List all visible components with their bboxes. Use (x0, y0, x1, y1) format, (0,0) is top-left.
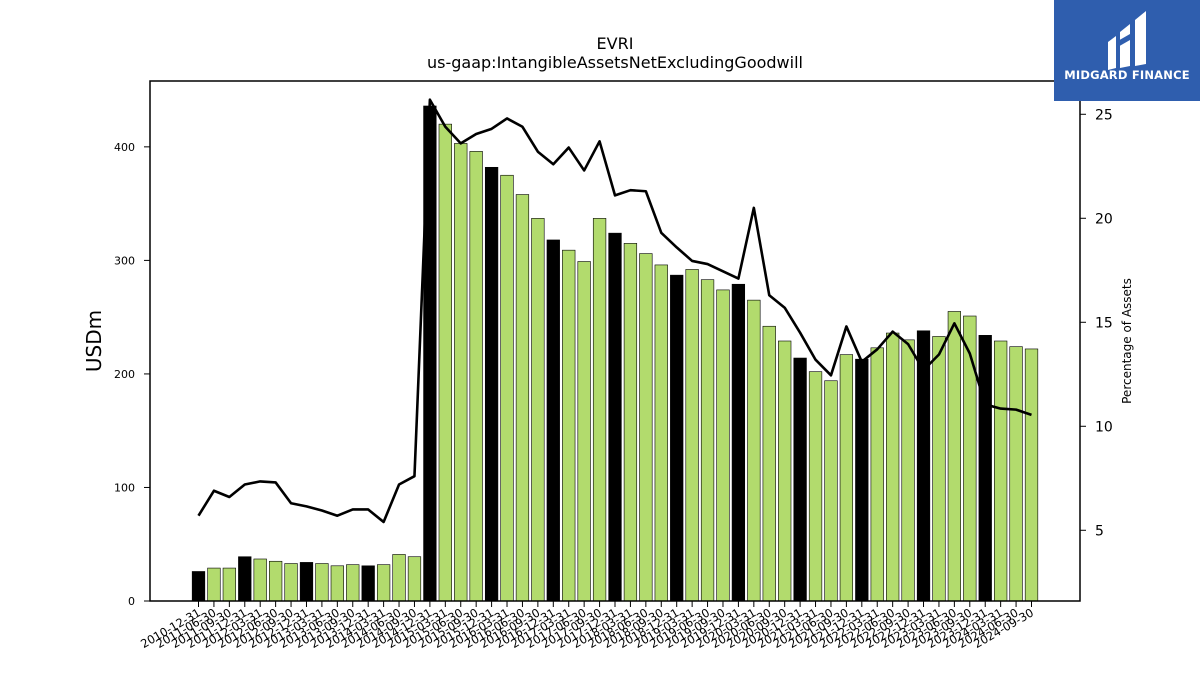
y-tick-label: 0 (128, 595, 135, 608)
bar-2014-09-30 (407, 556, 422, 602)
bar-2011-12-31 (238, 556, 252, 602)
bar-2022-03-31 (870, 347, 884, 602)
bar-2014-03-31 (376, 564, 391, 602)
y-axis-left: 0 100 200 300 400 (114, 141, 150, 608)
bar-series (191, 105, 1039, 602)
y2-tick-label: 10 (1095, 419, 1113, 435)
bar-2019-06-30 (700, 279, 715, 602)
y-axis-right: 5 10 15 20 25 (1080, 107, 1113, 539)
bar-2021-03-31 (808, 371, 823, 602)
y2-tick-label: 5 (1095, 523, 1104, 539)
bar-2018-12-31 (670, 274, 684, 602)
bar-2012-03-31 (253, 558, 267, 602)
bar-2016-06-30 (515, 194, 530, 602)
bar-2024-03-31 (994, 340, 1008, 602)
bar-2017-03-31 (562, 249, 576, 602)
bar-2018-06-30 (639, 253, 653, 602)
bar-2011-06-30 (207, 567, 221, 602)
bar-2013-03-31 (315, 563, 329, 602)
bar-2017-06-30 (577, 261, 591, 602)
y-tick-label: 400 (114, 141, 135, 154)
logo-text: MIDGARD FINANCE (1064, 68, 1190, 82)
bar-2013-09-30 (346, 564, 360, 602)
logo-mark-icon (1108, 11, 1146, 70)
bar-2020-03-31 (747, 299, 761, 602)
bar-2022-09-30 (901, 339, 915, 602)
y2-tick-label: 25 (1095, 107, 1113, 123)
bar-2021-06-30 (824, 380, 838, 602)
bar-2012-09-30 (284, 563, 298, 602)
y-tick-label: 300 (114, 254, 135, 267)
y2-axis-label: Percentage of Assets (1120, 278, 1134, 404)
bar-2021-12-31 (855, 358, 869, 602)
bar-2024-06-30 (1009, 346, 1023, 602)
bar-2021-09-30 (839, 354, 854, 602)
bar-2018-09-30 (654, 264, 668, 602)
bar-2018-03-31 (623, 243, 638, 602)
bar-2023-03-31 (932, 336, 946, 602)
chart-title: EVRI (597, 34, 634, 53)
bar-2012-06-30 (269, 560, 283, 602)
bar-2016-09-30 (531, 218, 545, 602)
line-series (197, 98, 1032, 524)
bar-2015-12-31 (484, 166, 499, 602)
bar-2014-06-30 (392, 554, 406, 602)
percentage-line (197, 98, 1032, 524)
bar-2012-12-31 (299, 562, 314, 602)
chart-subtitle: us-gaap:IntangibleAssetsNetExcludingGood… (427, 53, 803, 72)
bar-2017-09-30 (592, 218, 607, 602)
bar-2020-12-31 (793, 357, 807, 602)
bar-2015-06-30 (454, 143, 468, 602)
y-tick-label: 100 (114, 481, 135, 494)
bar-2015-09-30 (469, 151, 483, 602)
y2-tick-label: 15 (1095, 315, 1113, 331)
bar-2011-09-30 (222, 567, 236, 602)
bar-2013-12-31 (361, 565, 375, 602)
bar-2017-12-31 (608, 232, 622, 602)
bar-2024-09-30 (1024, 348, 1039, 602)
x-axis: 2010-12-312011-06-302011-09-302011-12-31… (138, 601, 1036, 651)
bar-2016-03-31 (500, 174, 514, 602)
bar-2022-06-30 (886, 332, 900, 602)
bar-2023-09-30 (963, 315, 977, 602)
bar-2020-06-30 (762, 325, 776, 602)
bar-2013-06-30 (330, 565, 344, 602)
midgard-finance-logo: MIDGARD FINANCE (1054, 0, 1200, 101)
bar-2016-12-31 (546, 239, 560, 602)
y2-tick-label: 20 (1095, 211, 1113, 227)
bar-2023-12-31 (978, 335, 992, 602)
bar-2020-09-30 (778, 340, 792, 602)
y-tick-label: 200 (114, 368, 135, 381)
bar-2019-03-31 (685, 269, 699, 602)
bar-2019-12-31 (731, 283, 746, 602)
bar-2023-06-30 (947, 311, 961, 602)
bar-2010-12-31 (191, 571, 206, 602)
bar-2019-09-30 (716, 289, 730, 602)
bar-2015-03-31 (438, 123, 452, 602)
y-axis-label: USDm (82, 310, 106, 372)
